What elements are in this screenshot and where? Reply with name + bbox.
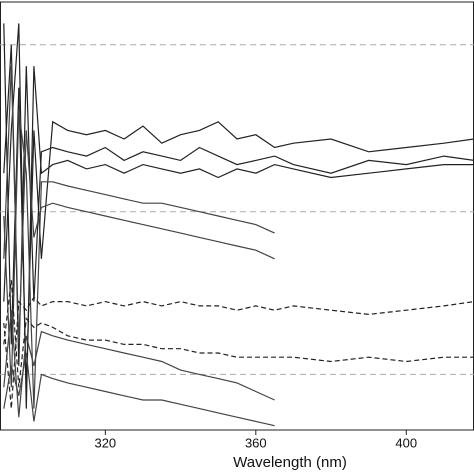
x-tick-label: 400 (395, 435, 417, 450)
x-axis-label: Wavelength (nm) (233, 454, 347, 471)
spectrum-line (3, 23, 474, 409)
spectrum-line (3, 108, 275, 409)
plot-frame (0, 1, 474, 431)
spectrum-line (3, 66, 275, 345)
x-tick-label: 360 (245, 435, 267, 450)
spectrum-line (3, 296, 474, 409)
x-tick-label: 320 (94, 435, 116, 450)
spectrum-line (3, 44, 474, 366)
spectrum-line (3, 23, 474, 388)
spectrum-line (3, 280, 474, 388)
spectrum-line (3, 310, 275, 418)
spectrum-line (3, 352, 275, 427)
